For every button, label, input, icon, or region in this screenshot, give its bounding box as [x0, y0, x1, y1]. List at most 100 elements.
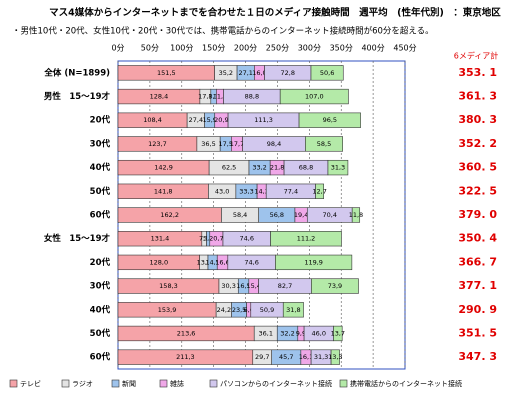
- total-label: 290. 9: [458, 303, 497, 316]
- value-label: 13,1: [197, 258, 211, 266]
- bar-segment: [275, 254, 353, 271]
- value-label: 13,7: [331, 329, 345, 337]
- value-label: 36,1: [258, 329, 272, 337]
- value-label: 68,8: [299, 164, 313, 172]
- value-label: 24,2: [217, 306, 231, 314]
- category-label: 50代: [90, 186, 111, 197]
- value-label: 46,0: [312, 329, 326, 337]
- value-label: 58,4: [233, 211, 247, 219]
- category-label: 全体 (N=1899): [43, 67, 110, 78]
- x-tick-label: 350分: [330, 44, 353, 53]
- value-label: 119,9: [304, 258, 323, 266]
- value-label: 211,3: [176, 353, 195, 361]
- value-label: 151,5: [157, 69, 176, 77]
- total-label: 322. 5: [458, 184, 497, 197]
- value-label: 77,4: [284, 187, 298, 195]
- category-label: 女性 15～19才: [44, 233, 111, 244]
- value-label: 11,8: [349, 211, 363, 219]
- value-label: 31,3: [331, 164, 345, 172]
- category-label: 30代: [90, 138, 111, 149]
- legend-swatch: [111, 379, 120, 388]
- value-label: 12,7: [312, 187, 326, 195]
- value-label: 43,0: [215, 187, 229, 195]
- value-label: 50,6: [320, 69, 334, 77]
- value-label: 16,5: [236, 282, 250, 290]
- value-label: 123,7: [148, 140, 167, 148]
- value-label: 15,4: [246, 282, 260, 290]
- bar-segment: [298, 112, 361, 128]
- total-label: 379. 0: [458, 208, 497, 221]
- value-label: 30,3: [221, 282, 235, 290]
- category-label: 60代: [90, 352, 111, 363]
- value-label: 141,8: [154, 187, 173, 195]
- value-label: 72,8: [281, 69, 295, 77]
- category-label: 30代: [90, 281, 111, 292]
- total-label: 347. 3: [458, 350, 497, 363]
- value-label: 19,4: [294, 211, 308, 219]
- value-label: 73,9: [328, 282, 342, 290]
- totals-title: 6メディア計: [454, 51, 499, 61]
- value-label: 6,6: [244, 306, 254, 314]
- legend-label: パソコンからのインターネット接続: [220, 379, 332, 388]
- value-label: 45,7: [279, 353, 293, 361]
- total-label: 380. 3: [458, 113, 497, 126]
- value-label: 128,0: [150, 258, 169, 266]
- value-label: 17,5: [219, 140, 233, 148]
- bar-segment: [310, 65, 344, 81]
- value-label: 107,0: [305, 93, 324, 101]
- value-label: 74,6: [240, 235, 254, 243]
- legend-swatch: [61, 379, 70, 388]
- value-label: 27,1: [238, 69, 252, 77]
- legend-label: テレビ: [20, 379, 41, 388]
- value-label: 128,4: [150, 93, 169, 101]
- value-label: 17,1: [198, 93, 212, 101]
- total-label: 360. 5: [458, 161, 497, 174]
- value-label: 14,5: [205, 258, 219, 266]
- value-label: 29,7: [255, 353, 269, 361]
- value-label: 7,5: [199, 235, 209, 243]
- value-label: 31,8: [286, 306, 300, 314]
- legend-swatch: [339, 379, 348, 388]
- x-tick-label: 0分: [111, 44, 124, 53]
- value-label: 27,4: [189, 116, 203, 124]
- x-tick-label: 250分: [266, 44, 289, 53]
- bar-segment: [279, 88, 349, 105]
- value-label: 111,3: [254, 116, 273, 124]
- value-label: 153,9: [158, 306, 177, 314]
- value-label: 32,2: [280, 329, 294, 337]
- bar-segment: [282, 302, 304, 318]
- value-label: 35,2: [219, 69, 233, 77]
- legend-label: 雑誌: [170, 379, 184, 388]
- value-label: 33,2: [252, 164, 266, 172]
- bar-segment: [315, 183, 324, 199]
- chart-title: マス4媒体からインターネットまでを合わせた１日のメディア接触時間 週平均 (性年…: [49, 7, 501, 19]
- category-label: 男性 15～19才: [44, 91, 111, 102]
- value-label: 36,5: [201, 140, 215, 148]
- value-label: 9,9: [296, 329, 306, 337]
- value-label: 131,4: [151, 235, 170, 243]
- total-label: 361. 3: [458, 90, 497, 103]
- category-label: 60代: [90, 210, 111, 221]
- category-label: 20代: [90, 257, 111, 268]
- value-label: 16,0: [252, 69, 266, 77]
- bar-segment: [327, 159, 349, 176]
- value-label: 31,3: [314, 353, 328, 361]
- value-label: 111,2: [297, 235, 316, 243]
- value-label: 70,4: [323, 211, 337, 219]
- value-label: 5,0: [203, 235, 213, 243]
- x-tick-label: 400分: [361, 44, 384, 53]
- value-label: 16,6: [215, 258, 229, 266]
- value-label: 88,8: [245, 93, 259, 101]
- total-label: 352. 2: [458, 137, 497, 150]
- total-label: 353. 1: [458, 66, 497, 79]
- value-label: 21,8: [270, 164, 284, 172]
- value-label: 11,3: [213, 93, 227, 101]
- value-label: 20,7: [209, 235, 223, 243]
- legend-label: 携帯電話からのインターネット接続: [350, 379, 462, 388]
- total-label: 366. 7: [458, 255, 497, 268]
- bar-segment: [311, 278, 359, 294]
- value-label: 58,5: [317, 140, 331, 148]
- value-label: 13,3: [328, 353, 342, 361]
- value-label: 16,1: [299, 353, 313, 361]
